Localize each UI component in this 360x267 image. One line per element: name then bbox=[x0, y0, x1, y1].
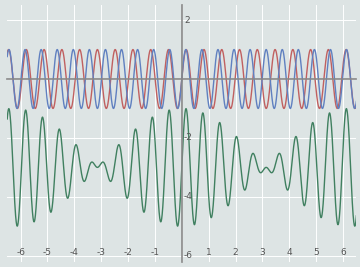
Text: -3: -3 bbox=[97, 248, 106, 257]
Text: -4: -4 bbox=[184, 192, 193, 201]
Text: -2: -2 bbox=[123, 248, 132, 257]
Text: -5: -5 bbox=[43, 248, 52, 257]
Text: 5: 5 bbox=[313, 248, 319, 257]
Text: 3: 3 bbox=[260, 248, 265, 257]
Text: -4: -4 bbox=[70, 248, 79, 257]
Text: 2: 2 bbox=[233, 248, 238, 257]
Text: 4: 4 bbox=[287, 248, 292, 257]
Text: -6: -6 bbox=[184, 251, 193, 260]
Text: -1: -1 bbox=[150, 248, 159, 257]
Text: -2: -2 bbox=[184, 134, 193, 142]
Text: 6: 6 bbox=[340, 248, 346, 257]
Text: 1: 1 bbox=[206, 248, 212, 257]
Text: -6: -6 bbox=[16, 248, 25, 257]
Text: 2: 2 bbox=[184, 15, 190, 25]
